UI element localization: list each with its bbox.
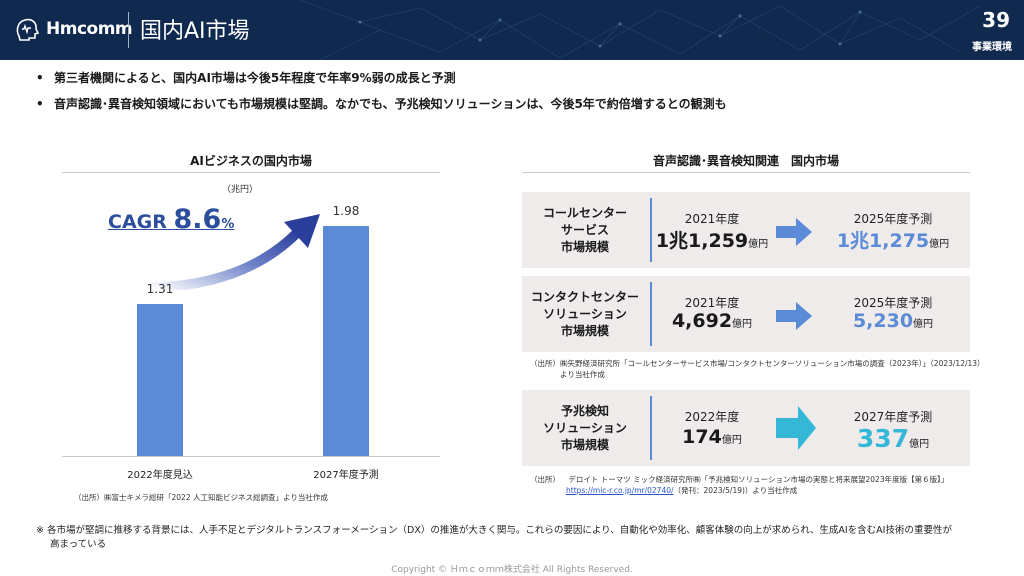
row-divider: [650, 396, 652, 460]
x-tick-label: 2022年度見込: [127, 470, 193, 481]
cagr-suffix: %: [221, 217, 235, 232]
right-panel-title: 音声認識･異音検知関連 国内市場: [652, 154, 839, 168]
source-label: （出所）: [530, 359, 560, 368]
footnote-line: 高まっている: [50, 539, 107, 550]
copyright-text: Copyright © Ｈｍｃｏｍｍ株式会社 All Rights Reserv…: [391, 565, 633, 575]
row-label-line: ソリューション: [543, 420, 627, 435]
row-divider: [650, 198, 652, 262]
row-label: コンタクトセンター ソリューション 市場規模: [522, 276, 648, 352]
source-link[interactable]: https://mic-r.co.jp/mr/02740/: [566, 486, 674, 495]
company-logo: Hmcomm: [14, 16, 133, 42]
row-label-line: コンタクトセンター: [530, 289, 639, 304]
right-source-note-2: （出所） デロイト トーマツ ミック経済研究所㈱「予兆検知ソリューション市場の実…: [530, 474, 948, 496]
from-year: 2021年度: [684, 296, 740, 310]
to-value: 5,230億円: [852, 310, 934, 332]
bar-value-label: 1.31: [146, 281, 174, 296]
right-source-note-1: （出所）㈱矢野経済研究所「コールセンターサービス市場/コンタクトセンターソリュー…: [530, 358, 985, 380]
section-label: 事業環境: [972, 42, 1012, 53]
x-tick-label: 2027年度予測: [313, 470, 379, 481]
left-panel-title: AIビジネスの国内市場: [190, 154, 312, 168]
source-text: デロイト トーマツ ミック経済研究所㈱「予兆検知ソリューション市場の実態と将来展…: [568, 475, 949, 484]
summary-bullets: 第三者機関によると、国内AI市場は今後5年程度で年率9%弱の成長と予測 音声認識…: [36, 68, 727, 120]
header-bar: Hmcomm 国内AI市場 39 事業環境: [0, 0, 1024, 60]
market-row-contactcenter: コンタクトセンター ソリューション 市場規模 2021年度 4,692億円 20…: [522, 276, 970, 352]
x-axis-line: [62, 456, 440, 457]
row-label-line: ソリューション: [543, 306, 627, 321]
to-year: 2025年度予測: [853, 212, 933, 226]
right-arrow-icon: [776, 406, 816, 450]
source-text: より当社作成: [560, 370, 605, 379]
row-label: コールセンター サービス 市場規模: [522, 192, 648, 268]
bar-value-label: 1.98: [332, 203, 360, 218]
from-year: 2021年度: [684, 212, 740, 226]
chart-unit-label: （兆円）: [222, 185, 259, 195]
left-title-rule: [62, 172, 440, 173]
right-title-rule: [522, 172, 970, 173]
head-logo-icon: [16, 18, 40, 41]
to-value: 337億円: [856, 424, 930, 453]
row-label-line: 市場規模: [560, 437, 609, 452]
row-label-line: 市場規模: [560, 323, 609, 338]
row-label-line: サービス: [560, 222, 609, 237]
left-source-note: （出所）㈱富士キメラ総研「2022 人工知能ビジネス総調査」より当社作成: [74, 493, 328, 502]
to-year: 2027年度予測: [853, 410, 933, 424]
right-arrow-icon: [776, 302, 812, 330]
right-arrow-icon: [776, 218, 812, 246]
row-label-line: 予兆検知: [560, 403, 609, 418]
page-number: 39: [982, 8, 1010, 32]
source-text: ㈱矢野経済研究所「コールセンターサービス市場/コンタクトセンターソリューション市…: [560, 359, 985, 368]
cagr-prefix: CAGR: [108, 211, 174, 233]
from-year: 2022年度: [684, 410, 740, 424]
row-label-line: コールセンター: [542, 205, 627, 220]
market-row-predictive: 予兆検知 ソリューション 市場規模 2022年度 174億円 2027年度予測 …: [522, 390, 970, 466]
row-divider: [650, 282, 652, 346]
cagr-annotation: CAGR 8.6%: [108, 204, 234, 235]
chart-bar: [323, 225, 369, 456]
footnote: ※ 各市場が堅調に推移する背景には、人手不足とデジタルトランスフォーメーション（…: [36, 524, 996, 552]
market-row-callcenter: コールセンター サービス 市場規模 2021年度 1兆1,259億円 2025年…: [522, 192, 970, 268]
network-pattern-decoration: [299, 0, 981, 60]
from-value: 1兆1,259億円: [655, 230, 769, 252]
bullet-item: 第三者機関によると、国内AI市場は今後5年程度で年率9%弱の成長と予測: [36, 68, 727, 88]
source-label: （出所）: [530, 475, 560, 484]
to-value: 1兆1,275億円: [836, 230, 950, 252]
to-year: 2025年度予測: [853, 296, 933, 310]
row-label-line: 市場規模: [560, 239, 609, 254]
chart-bar: [137, 303, 183, 456]
from-value: 174億円: [682, 426, 742, 448]
row-label: 予兆検知 ソリューション 市場規模: [522, 390, 648, 466]
header-divider: [128, 12, 129, 48]
page-title: 国内AI市場: [140, 19, 250, 44]
source-text: （発刊：2023/5/19)）より当社作成: [673, 486, 798, 495]
cagr-value: 8.6: [173, 204, 222, 235]
logo-text: Hmcomm: [46, 19, 133, 39]
from-value: 4,692億円: [671, 310, 753, 332]
growth-arrow-icon: [150, 214, 320, 290]
bullet-item: 音声認識･異音検知領域においても市場規模は堅調。なかでも、予兆検知ソリューション…: [36, 94, 727, 114]
footnote-line: ※ 各市場が堅調に推移する背景には、人手不足とデジタルトランスフォーメーション（…: [36, 525, 952, 536]
